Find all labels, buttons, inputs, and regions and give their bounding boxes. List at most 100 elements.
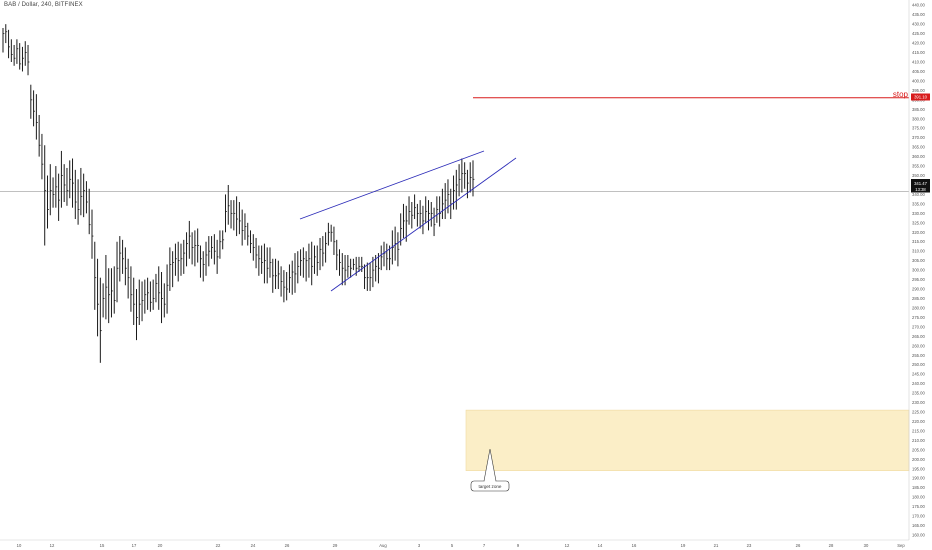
ohlc-bar xyxy=(85,181,88,214)
ohlc-bar xyxy=(238,202,241,235)
ohlc-bar xyxy=(230,200,233,229)
ohlc-bar xyxy=(319,237,322,271)
ohlc-bar xyxy=(247,222,250,246)
ohlc-bar xyxy=(291,260,294,295)
price-tick-label: 190.00 xyxy=(912,476,925,481)
ohlc-bar xyxy=(197,228,200,263)
ohlc-bar xyxy=(27,44,30,76)
ohlc-bar xyxy=(469,162,472,193)
price-tick-label: 385.00 xyxy=(912,107,925,112)
ohlc-bar xyxy=(269,247,272,278)
ohlc-bar xyxy=(216,239,219,274)
ohlc-bar xyxy=(297,251,300,284)
ohlc-bar xyxy=(122,239,124,274)
price-tick-label: 400.00 xyxy=(912,78,925,83)
ohlc-bar xyxy=(88,188,91,235)
price-axis[interactable]: 160.00 165.00 170.00 175.00 180.00 185.00 190.… xyxy=(912,3,925,538)
ohlc-bar xyxy=(364,264,366,290)
ohlc-bar xyxy=(336,239,339,271)
ohlc-bar xyxy=(402,203,405,238)
ohlc-bar xyxy=(380,245,383,271)
ohlc-bar xyxy=(461,158,464,193)
stop-label: stop xyxy=(893,90,909,99)
ohlc-bar xyxy=(13,44,16,66)
price-tick-label: 175.00 xyxy=(912,504,925,509)
ohlc-bar xyxy=(244,213,247,240)
ohlc-bar xyxy=(91,209,94,259)
ohlc-bar xyxy=(272,258,275,293)
ohlc-bar xyxy=(97,258,99,337)
ohlc-bar xyxy=(10,39,13,62)
ohlc-bar xyxy=(119,236,122,282)
ohlc-bar xyxy=(205,241,208,276)
wedge-pattern[interactable] xyxy=(299,150,517,292)
price-tick-label: 270.00 xyxy=(912,324,925,329)
price-tick-label: 185.00 xyxy=(912,485,925,490)
ohlc-bar xyxy=(77,179,80,225)
price-tick-label: 200.00 xyxy=(912,457,925,462)
ohlc-bar xyxy=(322,236,325,267)
ohlc-bar xyxy=(425,196,428,223)
price-tick-label: 335.00 xyxy=(912,201,925,206)
ohlc-bar xyxy=(383,241,386,267)
price-tick-label: 435.00 xyxy=(912,12,925,17)
ohlc-bar xyxy=(347,254,350,278)
ohlc-bar xyxy=(5,24,8,44)
wedge-lower-line[interactable] xyxy=(330,157,517,292)
ohlc-bar xyxy=(400,213,403,246)
time-tick-label: 26 xyxy=(796,543,801,548)
price-tick-label: 425.00 xyxy=(912,31,925,36)
last-price-badge: 341.47 13:38 xyxy=(911,179,930,193)
time-tick-label: 30 xyxy=(864,543,869,548)
ohlc-bar xyxy=(391,230,394,265)
price-tick-label: 310.00 xyxy=(912,249,925,254)
ohlc-bar xyxy=(191,232,194,265)
ohlc-bar xyxy=(358,256,361,273)
ohlc-bar xyxy=(49,164,52,216)
price-tick-label: 410.00 xyxy=(912,60,925,65)
ohlc-bar xyxy=(141,281,144,322)
time-tick-label: 12 xyxy=(50,543,55,548)
ohlc-bar xyxy=(386,243,389,271)
ohlc-bar xyxy=(352,258,355,271)
ohlc-bar xyxy=(466,169,469,199)
price-tick-label: 340.00 xyxy=(912,192,925,197)
callout-pointer xyxy=(483,448,497,482)
ohlc-bar xyxy=(188,220,191,259)
ohlc-bar xyxy=(250,230,252,254)
price-tick-label: 365.00 xyxy=(912,145,925,150)
time-axis[interactable]: 10 12 15 17 20 22 24 26 29 Aug 3 5 7 9 12 14 16 19 21 23 26 2… xyxy=(17,543,906,548)
price-tick-label: 375.00 xyxy=(912,126,925,131)
time-tick-label: 23 xyxy=(747,543,752,548)
ohlc-bar xyxy=(330,224,333,242)
ohlc-bar xyxy=(219,230,222,259)
time-tick-label: 28 xyxy=(829,543,834,548)
price-tick-label: 420.00 xyxy=(912,41,925,46)
ohlc-bar xyxy=(344,254,347,286)
ohlc-bar xyxy=(361,256,364,273)
ohlc-bar xyxy=(288,264,291,293)
ohlc-bar xyxy=(133,277,136,325)
ohlc-bar xyxy=(99,277,102,363)
time-tick-label: 3 xyxy=(418,543,421,548)
wedge-upper-line[interactable] xyxy=(299,150,485,220)
ohlc-bar xyxy=(2,27,5,53)
target-zone-callout[interactable]: target zone xyxy=(470,448,510,492)
price-tick-label: 245.00 xyxy=(912,372,925,377)
price-tick-label: 180.00 xyxy=(912,495,925,500)
ohlc-bar xyxy=(414,194,416,220)
ohlc-bar xyxy=(105,254,108,320)
ohlc-bar xyxy=(94,241,97,310)
ohlc-bar xyxy=(74,169,77,220)
target-zone-rect[interactable] xyxy=(465,409,910,471)
ohlc-bar xyxy=(144,279,147,314)
price-tick-label: 205.00 xyxy=(912,447,925,452)
price-tick-label: 320.00 xyxy=(912,230,925,235)
ohlc-bar xyxy=(308,243,311,278)
time-tick-label: 22 xyxy=(216,543,221,548)
ohlc-bar xyxy=(8,29,10,59)
ohlc-bar xyxy=(311,241,314,286)
ohlc-bar xyxy=(60,150,63,208)
price-tick-label: 440.00 xyxy=(912,3,925,8)
